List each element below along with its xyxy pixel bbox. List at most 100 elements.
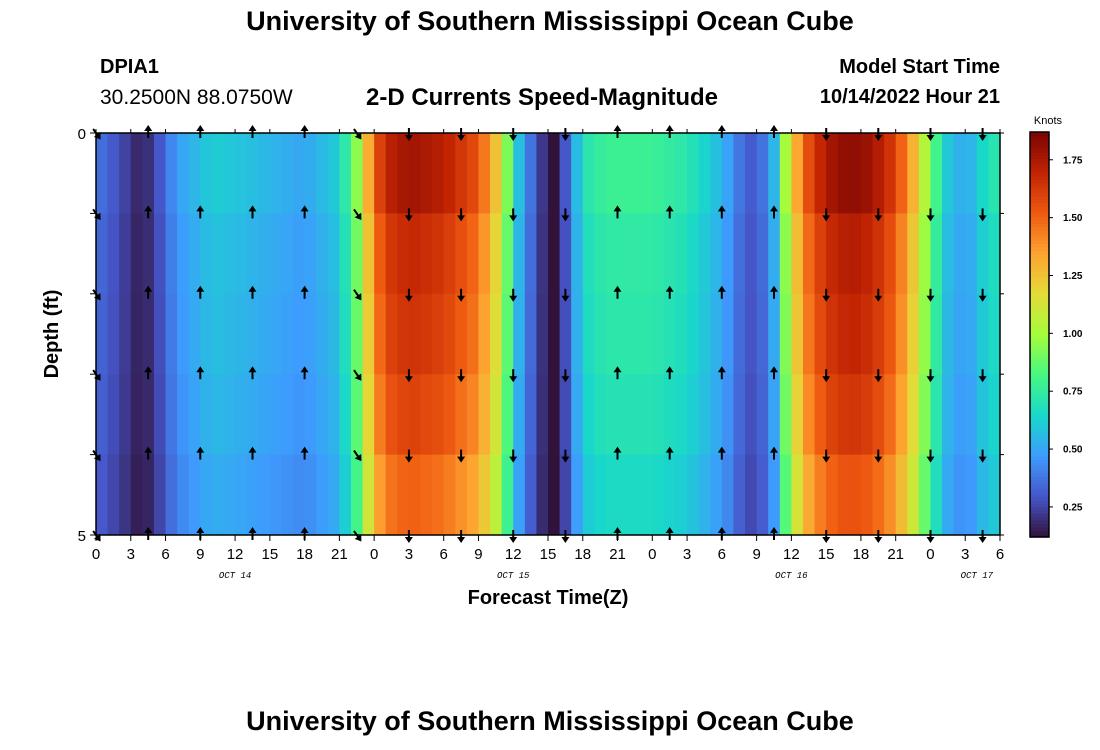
arrow-head [248,446,257,453]
heatmap-cell [235,213,248,295]
arrow-head [300,125,309,131]
heatmap-cell [293,293,306,375]
heatmap-cell [826,454,839,535]
colorbar-segment [1030,172,1049,177]
station-coordinates: 30.2500N 88.0750W [100,86,293,109]
arrow-head [93,293,101,301]
arrow-head [196,366,205,373]
colorbar-segment [1030,533,1049,538]
colorbar-segment [1030,381,1049,386]
heatmap-cell [455,293,468,375]
arrow-head [665,205,674,212]
heatmap-cell [327,374,340,456]
heatmap-cell [130,374,143,456]
heatmap-cell [802,293,816,375]
arrow-head [354,293,362,301]
x-tick-label: 18 [296,546,313,563]
colorbar-segment [1030,273,1049,278]
x-tick-label: 21 [609,546,626,563]
arrow-head [978,135,987,141]
heatmap-cell [571,454,584,535]
colorbar-segment [1030,516,1049,521]
heatmap-cell [362,454,375,535]
current-arrow [196,285,205,299]
colorbar-segment [1030,334,1049,339]
heatmap-cell [907,213,920,295]
heatmap-cell [200,213,213,295]
heatmap-cell [849,374,862,456]
heatmap-cell [432,454,445,535]
heatmap-cell [130,213,143,295]
arrow-head [613,446,622,453]
arrow-head [509,456,518,463]
current-arrow [770,285,778,299]
current-arrow [144,285,153,299]
current-arrows [92,125,987,543]
heatmap-cell [536,454,549,535]
heatmap-cell [559,293,572,375]
heatmap-cell [246,293,259,375]
date-label: OCT 14 [219,571,251,581]
heatmap-cell [802,454,816,535]
heatmap-cell [374,293,387,375]
arrow-head [665,366,674,373]
heatmap-cell [153,454,167,535]
heatmap-cell [884,374,897,456]
current-arrow [300,285,309,299]
colorbar-segment [1030,226,1049,231]
heatmap-cell [536,374,549,456]
y-axis-title: Depth (ft) [41,290,63,379]
arrow-head [822,215,831,222]
arrow-head [822,376,831,383]
heatmap-cells [96,133,1000,535]
colorbar: 0.25 0.50 0.75 1.00 1.25 1.50 1.75 [1029,131,1083,538]
heatmap-cell [791,213,804,295]
heatmap-cell [582,133,595,214]
arrow-head [978,215,987,222]
x-tick-label: 6 [161,546,169,563]
colorbar-segment [1030,462,1049,467]
heatmap-cell [675,454,688,535]
heatmap-cell [385,293,398,375]
arrow-head [926,295,935,302]
current-arrow [822,208,831,222]
colorbar-segment [1030,196,1049,201]
current-arrow [874,288,883,302]
arrow-head [561,537,570,543]
heatmap-cell [687,293,700,375]
heatmap-cell [408,133,422,214]
heatmap-cell [745,454,758,535]
heatmap-cell [408,293,422,375]
current-arrow [613,446,622,460]
heatmap-cell [826,213,839,295]
current-arrow [509,449,518,463]
heatmap-cell [420,374,433,456]
heatmap-cell [188,133,201,214]
heatmap-cell [745,293,758,375]
arrow-head [665,285,674,292]
arrow-head [93,453,101,462]
current-arrow [300,446,309,460]
heatmap-cell [629,213,642,295]
heatmap-cell [710,454,723,535]
heatmap-cell [350,454,364,535]
arrow-head [874,537,883,543]
colorbar-segment [1030,503,1049,508]
heatmap-cell [211,293,225,375]
current-arrow [874,449,883,463]
arrow-head [717,285,726,292]
heatmap-cell [895,293,908,375]
arrow-head [248,366,257,373]
heatmap-cell [478,293,491,375]
heatmap-cell [188,293,201,375]
heatmap-cell [130,133,143,214]
arrow-head [93,212,101,220]
heatmap-cell [745,374,758,456]
heatmap-cell [779,454,792,535]
heatmap-cell [617,213,630,295]
current-arrow [665,446,674,460]
colorbar-segment [1030,388,1049,393]
heatmap-cell [165,454,178,535]
heatmap-cell [304,213,317,295]
heatmap-cell [119,293,132,375]
